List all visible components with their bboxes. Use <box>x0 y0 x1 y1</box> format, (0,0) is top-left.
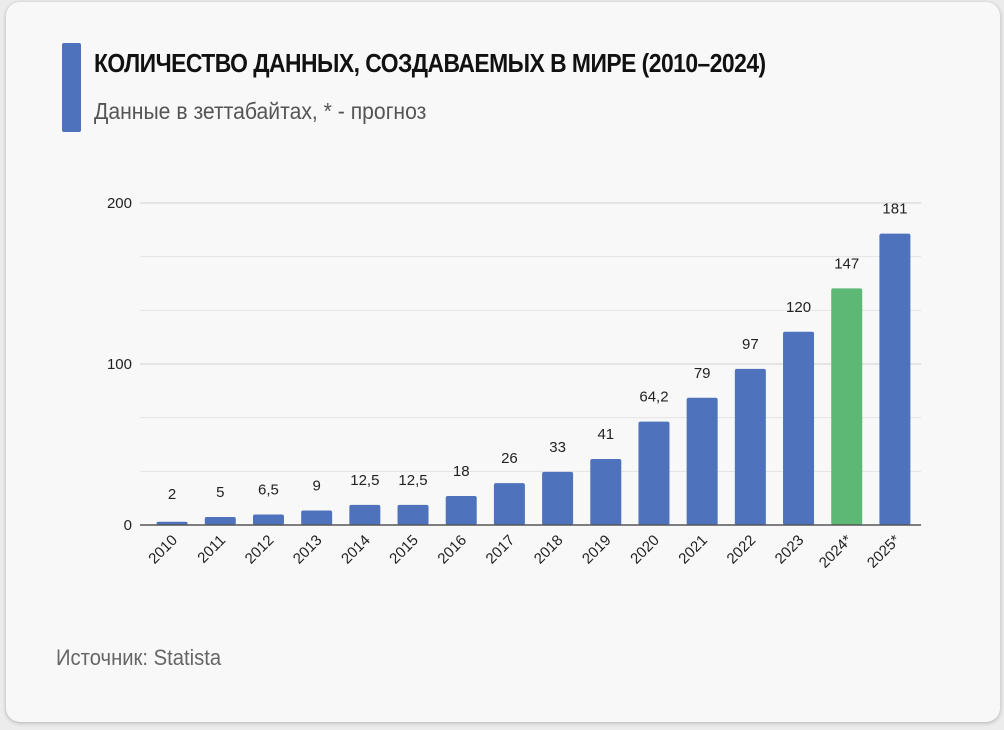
data-label: 9 <box>312 478 320 495</box>
x-tick-label: 2015 <box>386 532 422 568</box>
data-label: 5 <box>216 484 224 501</box>
x-tick-label: 2024* <box>816 532 856 572</box>
data-label: 97 <box>742 336 759 353</box>
data-label: 41 <box>597 426 614 443</box>
bar <box>590 458 622 525</box>
bar <box>879 233 911 525</box>
data-label: 79 <box>694 365 711 382</box>
y-tick-label: 200 <box>107 195 132 212</box>
x-tick-label: 2023 <box>772 532 808 568</box>
bar <box>204 516 236 525</box>
bar <box>397 504 429 525</box>
title-accent-bar <box>62 43 81 132</box>
chart-subtitle: Данные в зеттабайтах, * - прогноз <box>94 98 427 124</box>
data-label: 64,2 <box>639 389 668 406</box>
x-tick-label: 2019 <box>579 532 615 568</box>
bar <box>542 471 574 525</box>
x-tick-label: 2016 <box>434 532 470 568</box>
x-tick-label: 2020 <box>627 532 663 568</box>
x-tick-label: 2012 <box>242 532 278 568</box>
bar <box>156 521 188 525</box>
data-label: 181 <box>882 201 907 218</box>
x-tick-label: 2017 <box>483 532 519 568</box>
x-tick-label: 2010 <box>145 532 181 568</box>
bar <box>493 483 525 525</box>
bar <box>638 421 670 525</box>
bar <box>301 510 333 525</box>
data-label: 6,5 <box>258 482 279 499</box>
data-label: 26 <box>501 450 518 467</box>
bar <box>445 496 477 525</box>
data-label: 12,5 <box>398 472 427 489</box>
bar <box>349 504 381 525</box>
bar <box>734 368 766 525</box>
y-tick-label: 0 <box>124 517 132 534</box>
data-label: 147 <box>834 255 859 272</box>
chart-source: Источник: Statista <box>56 645 222 670</box>
x-tick-label: 2022 <box>724 532 760 568</box>
data-label: 12,5 <box>350 472 379 489</box>
bar <box>252 514 284 525</box>
data-label: 18 <box>453 463 470 480</box>
x-tick-label: 2011 <box>194 532 229 567</box>
bar <box>831 288 863 525</box>
x-tick-label: 2014 <box>338 532 374 568</box>
data-label: 2 <box>168 486 176 503</box>
x-tick-label: 2013 <box>290 532 326 568</box>
x-tick-label: 2025* <box>864 532 904 572</box>
bar <box>686 397 718 525</box>
bar <box>783 331 815 525</box>
x-tick-label: 2018 <box>531 532 567 568</box>
data-label: 33 <box>549 439 566 456</box>
x-tick-label: 2021 <box>675 532 711 568</box>
y-tick-label: 100 <box>107 356 132 373</box>
chart-title: КОЛИЧЕСТВО ДАННЫХ, СОЗДАВАЕМЫХ В МИРЕ (2… <box>94 48 766 78</box>
data-label: 120 <box>786 299 811 316</box>
